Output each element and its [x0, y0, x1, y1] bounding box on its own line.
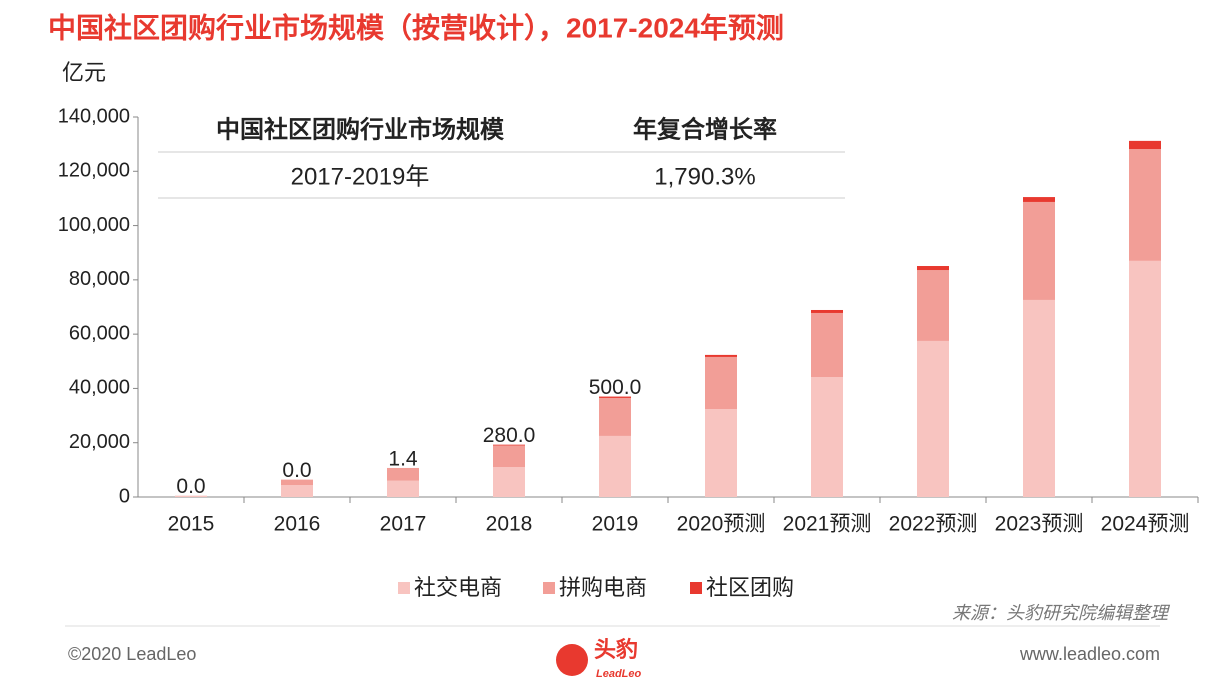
x-tick-label: 2017	[380, 513, 427, 536]
bar	[1023, 197, 1055, 202]
bar	[917, 266, 949, 271]
y-tick-label: 60,000	[69, 322, 130, 344]
y-tick-label: 40,000	[69, 377, 130, 399]
data-label: 0.0	[176, 475, 205, 498]
table-header: 中国社区团购行业市场规模	[216, 115, 505, 143]
bar	[599, 396, 631, 398]
bar	[493, 467, 525, 497]
copyright: ©2020 LeadLeo	[68, 644, 196, 664]
table-cell: 1,790.3%	[654, 163, 755, 190]
table-cell: 2017-2019年	[291, 163, 430, 190]
bar	[281, 479, 313, 486]
y-tick-label: 140,000	[58, 105, 130, 127]
legend-label: 拼购电商	[559, 575, 647, 600]
legend-swatch	[398, 582, 410, 594]
legend-label: 社区团购	[706, 575, 794, 600]
bar	[705, 354, 737, 357]
bar	[705, 356, 737, 410]
url: www.leadleo.com	[1019, 644, 1160, 664]
y-tick-label: 0	[119, 485, 130, 507]
logo: 头豹	[594, 637, 638, 662]
bar	[1129, 260, 1161, 497]
y-tick-label: 100,000	[58, 214, 130, 236]
data-label: 500.0	[589, 376, 642, 399]
bar	[917, 270, 949, 341]
table-header: 年复合增长率	[633, 115, 777, 143]
x-tick-label: 2016	[274, 513, 321, 536]
bar	[811, 377, 843, 497]
bar	[1129, 140, 1161, 150]
x-tick-label: 2023预测	[995, 513, 1084, 536]
legend-swatch	[543, 582, 555, 594]
x-tick-label: 2020预测	[677, 513, 766, 536]
bar	[599, 397, 631, 436]
bar	[1129, 149, 1161, 261]
bar	[811, 309, 843, 313]
bar	[387, 480, 419, 497]
x-tick-label: 2019	[592, 513, 639, 536]
logo-icon	[556, 644, 588, 676]
x-tick-label: 2015	[168, 513, 215, 536]
x-tick-label: 2024预测	[1101, 513, 1190, 536]
logo-sub: LeadLeo	[596, 668, 642, 680]
data-label: 0.0	[282, 459, 311, 482]
bar	[493, 445, 525, 468]
bar	[1023, 201, 1055, 300]
bar	[175, 495, 207, 497]
bar	[387, 467, 419, 481]
bar	[493, 444, 525, 446]
legend-swatch	[690, 582, 702, 594]
bar	[281, 485, 313, 497]
legend-label: 社交电商	[414, 575, 502, 600]
y-tick-label: 80,000	[69, 268, 130, 290]
y-tick-label: 20,000	[69, 431, 130, 453]
y-tick-label: 120,000	[58, 160, 130, 182]
bar	[705, 409, 737, 497]
bar	[1023, 299, 1055, 497]
bar	[599, 435, 631, 497]
y-axis-label: 亿元	[62, 60, 106, 85]
data-label: 1.4	[388, 448, 418, 471]
chart-title: 中国社区团购行业市场规模（按营收计），2017-2024年预测	[48, 11, 784, 43]
x-tick-label: 2022预测	[889, 513, 978, 536]
bar	[811, 312, 843, 378]
data-label: 280.0	[483, 424, 536, 447]
bar	[917, 340, 949, 497]
x-tick-label: 2018	[486, 513, 533, 536]
x-tick-label: 2021预测	[783, 513, 872, 536]
source: 来源：头豹研究院编辑整理	[952, 603, 1171, 623]
